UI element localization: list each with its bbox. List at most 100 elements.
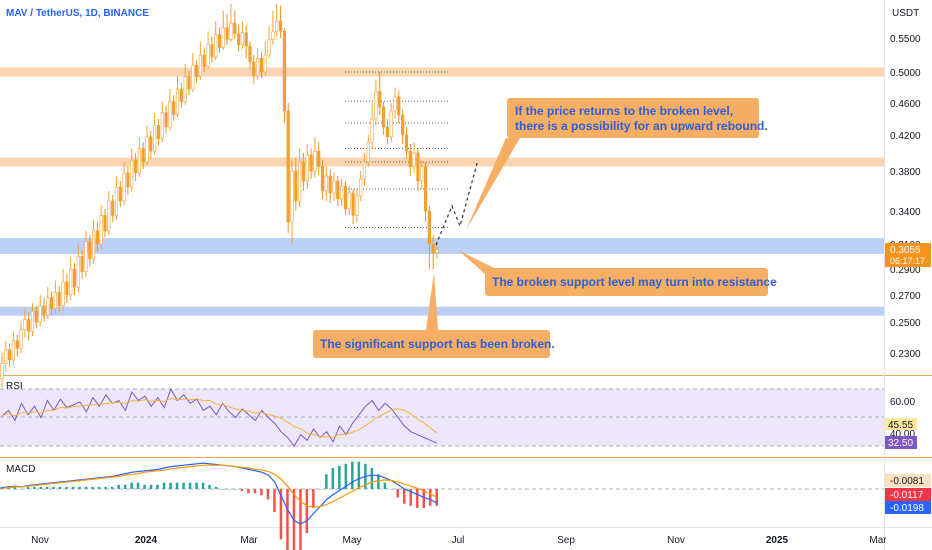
- macd-histogram-bar: [221, 489, 224, 490]
- price-tick-label: 0.5000: [890, 68, 921, 79]
- price-pane[interactable]: [0, 0, 884, 375]
- candle-body: [27, 318, 31, 332]
- candle-body: [256, 58, 260, 77]
- candle: [198, 41, 203, 80]
- candle-body: [141, 148, 145, 163]
- candle: [237, 24, 241, 52]
- price-tick-label: 0.4200: [890, 131, 921, 142]
- candle: [256, 48, 260, 80]
- candle: [187, 70, 191, 96]
- candle: [69, 256, 73, 301]
- candle: [381, 101, 386, 135]
- candle-body: [389, 110, 393, 138]
- macd-histogram-bar: [188, 482, 192, 489]
- candle: [286, 103, 290, 233]
- macd-histogram-bar: [130, 482, 133, 489]
- candle-body: [366, 141, 370, 163]
- time-tick-label: Jul: [452, 535, 465, 546]
- candle: [191, 53, 195, 93]
- macd-label[interactable]: MACD: [6, 464, 35, 475]
- return-note-line-1: If the price returns to the broken level…: [515, 104, 733, 118]
- macd-histogram-bar: [253, 489, 257, 494]
- candle-body: [76, 256, 80, 288]
- candle: [290, 160, 294, 244]
- macd-histogram-bar: [45, 486, 49, 489]
- candle-body: [420, 166, 424, 182]
- candle: [42, 297, 46, 322]
- macd-histogram-bar: [0, 486, 3, 489]
- time-axis[interactable]: Nov 2024 Mar May Jul Sep Nov 2025 Mar: [31, 535, 887, 546]
- currency-label[interactable]: USDT: [892, 8, 919, 19]
- macd-histogram-bar: [377, 474, 380, 489]
- candle-body: [137, 148, 142, 174]
- macd-histogram-bar: [195, 482, 198, 489]
- candle: [324, 166, 328, 201]
- candle-body: [195, 64, 199, 77]
- candle-body: [359, 178, 363, 197]
- macd-histogram-bar: [429, 489, 432, 506]
- support-note-callout[interactable]: [313, 330, 550, 358]
- candle-body: [122, 172, 126, 202]
- candle-body: [431, 243, 435, 254]
- candle-body: [271, 30, 275, 40]
- candle-body: [172, 101, 176, 115]
- candle-body: [393, 96, 397, 112]
- candle-body: [423, 166, 428, 212]
- candle: [217, 27, 222, 53]
- candle-body: [416, 152, 420, 182]
- candle: [297, 148, 302, 207]
- candle-body: [114, 186, 119, 216]
- symbol-title[interactable]: MAV / TetherUS, 1D, BINANCE: [6, 8, 149, 19]
- candle: [30, 303, 35, 336]
- candle: [343, 181, 348, 216]
- resistance-note-callout[interactable]: [485, 268, 768, 296]
- candle: [183, 63, 187, 105]
- macd-histogram-bar: [71, 486, 75, 489]
- rsi-label[interactable]: RSI: [6, 381, 23, 392]
- candle-body: [198, 54, 203, 78]
- candle-body: [126, 172, 130, 188]
- candle: [202, 48, 206, 72]
- candle: [294, 157, 298, 211]
- candle-body: [381, 106, 386, 128]
- macd-histogram-bar: [97, 486, 101, 489]
- macd-histogram-bar: [422, 489, 425, 508]
- zone-support-3: [0, 306, 884, 316]
- candle-body: [278, 20, 283, 32]
- candle: [240, 21, 245, 49]
- candle-body: [149, 136, 153, 152]
- candle-body: [202, 54, 206, 67]
- time-tick-label: May: [343, 535, 362, 546]
- macd-histogram-bar: [169, 482, 172, 489]
- macd-histogram-bar: [390, 489, 393, 490]
- candle-body: [80, 256, 84, 272]
- candle-body: [435, 249, 439, 254]
- candle: [46, 287, 50, 320]
- candle-body: [324, 175, 328, 192]
- candle: [336, 176, 340, 206]
- macd-histogram-bar: [84, 486, 88, 489]
- price-tick-label: 0.2300: [890, 349, 921, 360]
- candle-body: [297, 161, 302, 202]
- candle: [271, 10, 275, 45]
- price-axis[interactable]: 0.55000.50000.46000.42000.38000.34000.31…: [890, 34, 921, 360]
- candle-body: [305, 154, 309, 182]
- macd-histogram-bar: [149, 484, 153, 489]
- rsi-ma-line: [1, 397, 438, 438]
- candle: [301, 153, 306, 191]
- candle: [225, 14, 229, 45]
- current-price-value: 0.3055: [890, 245, 921, 256]
- candle-body: [214, 34, 218, 58]
- candle-body: [248, 45, 252, 63]
- macd-histogram-bar: [143, 484, 146, 489]
- return-note-callout[interactable]: [507, 98, 759, 138]
- candle: [423, 162, 428, 222]
- candle-body: [11, 340, 16, 361]
- price-tick-label: 0.4600: [890, 99, 921, 110]
- rsi-value-b-tag: [885, 436, 917, 449]
- candle: [320, 160, 325, 199]
- candle: [393, 87, 397, 119]
- candle-body: [362, 161, 367, 180]
- candle: [160, 101, 164, 143]
